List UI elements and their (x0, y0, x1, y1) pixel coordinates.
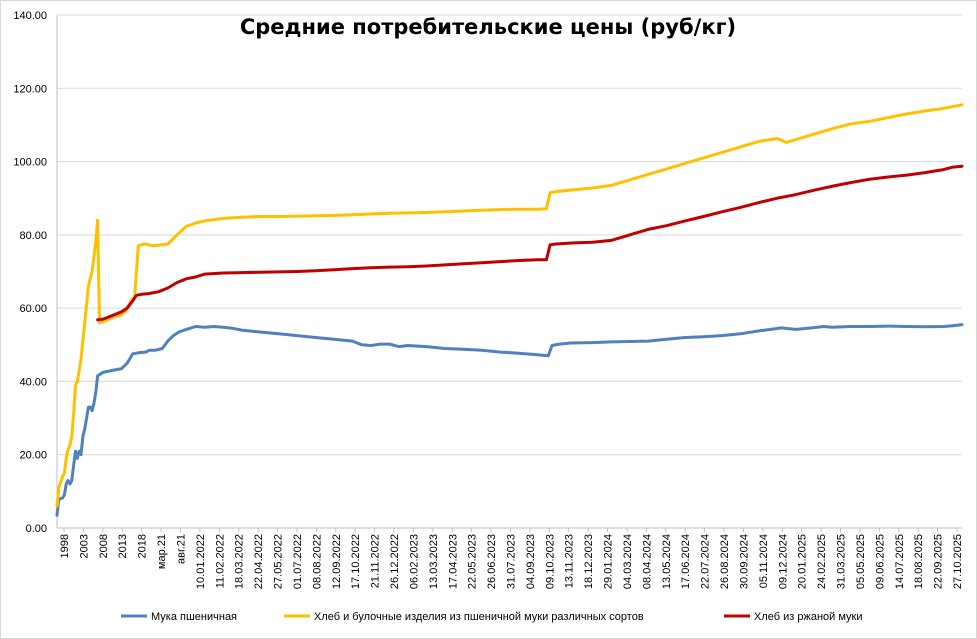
x-tick-label: 08.08.2022 (311, 534, 323, 589)
y-tick-label: 80.00 (19, 230, 47, 242)
y-tick-label: 0.00 (26, 523, 47, 535)
x-tick-label: 27.10.2025 (952, 534, 964, 589)
x-tick-label: 29.01.2024 (603, 534, 615, 589)
legend-label-2: Хлеб и булочные изделия из пшеничной мук… (314, 611, 644, 623)
x-tick-label: 12.09.2022 (331, 534, 343, 589)
y-tick-label: 100.00 (13, 157, 47, 169)
x-tick-label: 21.11.2022 (370, 534, 382, 588)
y-axis-ticks: 0.00 20.00 40.00 60.00 80.00 100.00 120.00 140.… (13, 10, 47, 535)
x-tick-label: 30.09.2024 (738, 534, 750, 589)
y-tick-label: 60.00 (19, 303, 47, 315)
y-tick-label: 120.00 (13, 83, 47, 95)
x-tick-label: авг.21 (175, 534, 187, 564)
x-tick-label: 26.06.2023 (486, 534, 498, 589)
series-line-1 (55, 323, 964, 517)
y-tick-label: 140.00 (13, 10, 47, 22)
x-tick-label: 22.04.2022 (253, 534, 265, 589)
x-tick-label: 2008 (98, 534, 110, 558)
x-axis-ticks: 1998 2003 2008 2013 2018 мар.21 авг.21 10.01.20… (59, 528, 964, 589)
x-tick-label: 22.05.2023 (467, 534, 479, 589)
series-line-2 (55, 103, 964, 508)
x-tick-label: 10.01.2022 (195, 534, 207, 589)
chart-title: Средние потребительские цены (руб/кг) (240, 15, 736, 39)
x-tick-label: 18.08.2025 (913, 534, 925, 589)
x-tick-label: 04.03.2024 (622, 534, 634, 589)
x-tick-label: 31.03.2025 (836, 534, 848, 589)
x-tick-label: 20.01.2025 (797, 534, 809, 589)
x-tick-label: 31.07.2023 (506, 534, 518, 589)
x-tick-label: 24.02.2025 (816, 534, 828, 589)
x-tick-label: 2013 (117, 534, 129, 558)
x-tick-label: 04.09.2023 (525, 534, 537, 589)
x-tick-label: 13.03.2023 (428, 534, 440, 589)
x-tick-label: 17.10.2022 (350, 534, 362, 589)
gridlines (57, 14, 962, 456)
x-tick-label: 01.07.2022 (292, 534, 304, 589)
x-tick-label: 2003 (78, 534, 90, 558)
x-tick-label: 17.04.2023 (447, 534, 459, 589)
x-tick-label: 06.02.2023 (408, 534, 420, 589)
x-tick-label: 18.03.2022 (234, 534, 246, 589)
x-tick-label: 09.12.2024 (777, 534, 789, 589)
x-tick-label: 17.06.2024 (680, 534, 692, 589)
x-tick-label: 05.11.2024 (758, 534, 770, 588)
x-tick-label: 05.05.2025 (855, 534, 867, 589)
series-line-3 (96, 164, 964, 322)
x-tick-label: 18.12.2023 (583, 534, 595, 589)
x-tick-label: 14.07.2025 (894, 534, 906, 589)
series-lines (55, 103, 964, 517)
x-tick-label: 26.12.2022 (389, 534, 401, 589)
x-tick-label: 11.02.2022 (214, 534, 226, 588)
x-tick-label: 13.05.2024 (661, 534, 673, 589)
x-tick-label: 13.11.2023 (564, 534, 576, 588)
x-tick-label: 1998 (59, 534, 71, 558)
x-tick-label: мар.21 (156, 534, 168, 569)
x-tick-label: 2018 (137, 534, 149, 558)
x-tick-label: 09.10.2023 (544, 534, 556, 589)
legend-label-3: Хлеб из ржаной муки (754, 611, 862, 623)
y-tick-label: 20.00 (19, 450, 47, 462)
x-tick-label: 22.07.2024 (700, 534, 712, 589)
y-tick-label: 40.00 (19, 376, 47, 388)
x-tick-label: 22.09.2025 (933, 534, 945, 589)
axes (56, 15, 962, 529)
legend: Мука пшеничная Хлеб и булочные изделия из… (121, 611, 862, 623)
x-tick-label: 09.06.2025 (874, 534, 886, 589)
x-tick-label: 08.04.2024 (641, 534, 653, 589)
x-tick-label: 26.08.2024 (719, 534, 731, 589)
x-tick-label: 27.05.2022 (273, 534, 285, 589)
legend-label-1: Мука пшеничная (151, 611, 237, 623)
